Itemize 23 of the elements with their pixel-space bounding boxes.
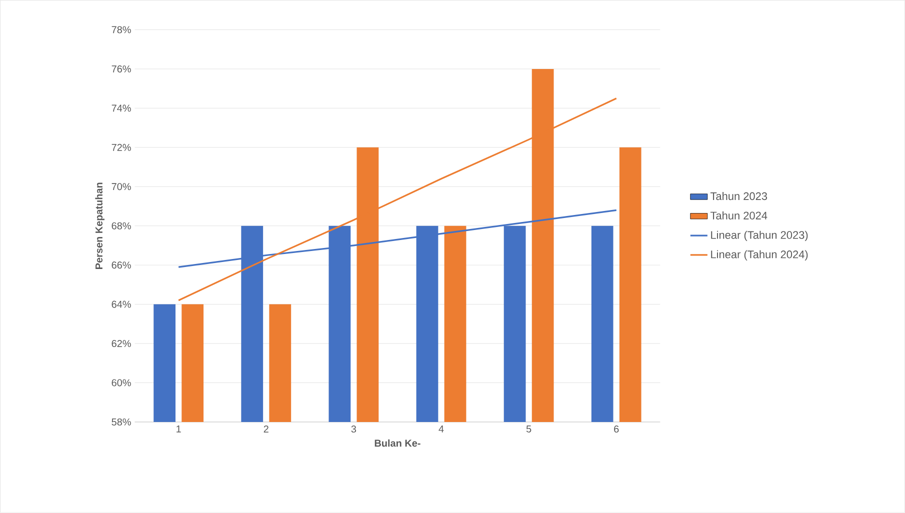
- x-tick-label: 3: [351, 426, 356, 433]
- legend-label: Tahun 2023: [710, 192, 768, 200]
- y-tick-label: 72%: [112, 144, 131, 152]
- x-tick-label: 5: [526, 426, 532, 433]
- x-tick-label: 2: [264, 426, 268, 433]
- y-tick-label: 58%: [112, 418, 131, 426]
- y-tick-label: 64%: [112, 300, 131, 308]
- y-axis-title: Persen Kepatuhan: [95, 182, 104, 270]
- legend-label: Linear (Tahun 2023): [711, 230, 808, 242]
- y-tick-label: 78%: [112, 26, 131, 34]
- y-tick-label: 70%: [112, 183, 131, 190]
- y-tick-label: 60%: [112, 379, 131, 386]
- x-tick-label: 4: [438, 426, 444, 432]
- y-tick-label: 66%: [112, 262, 131, 269]
- legend-label: Linear (Tahun 2024): [711, 250, 808, 261]
- x-axis-title: Bulan Ke-: [374, 440, 420, 447]
- legend-label: Tahun 2024: [710, 212, 768, 220]
- x-tick-label: 6: [614, 426, 619, 433]
- y-tick-label: 74%: [112, 104, 131, 112]
- y-tick-label: 68%: [112, 222, 131, 230]
- y-tick-label: 62%: [112, 340, 131, 348]
- x-tick-label: 1: [176, 426, 181, 432]
- y-tick-label: 76%: [112, 66, 131, 73]
